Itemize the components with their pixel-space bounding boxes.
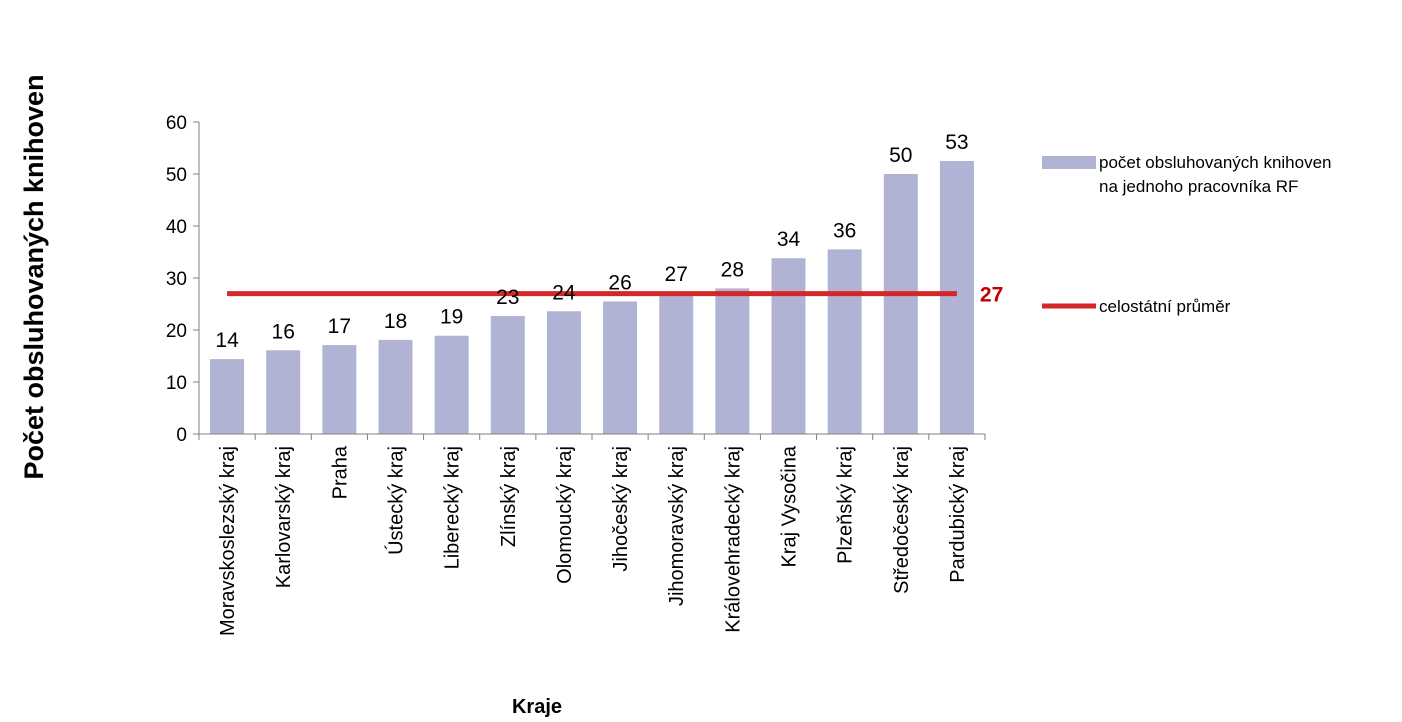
bar xyxy=(266,350,301,434)
y-tick-label: 20 xyxy=(166,321,187,342)
bar-data-label: 23 xyxy=(496,286,519,309)
x-tick-label: Pardubický kraj xyxy=(947,446,969,583)
x-tick-label: Moravskoslezský kraj xyxy=(217,446,239,636)
x-tick-label: Jihočeský kraj xyxy=(610,446,632,572)
bar xyxy=(434,335,469,434)
x-tick-label: Praha xyxy=(329,445,351,499)
bars xyxy=(210,161,974,434)
bar xyxy=(378,339,413,434)
bar-data-label: 16 xyxy=(272,320,295,343)
bar-data-label: 28 xyxy=(721,258,744,281)
x-tick-label: Olomoucký kraj xyxy=(554,446,576,584)
legend-bar-label-line2: na jednoho pracovníka RF xyxy=(1099,177,1298,196)
bar xyxy=(603,301,638,434)
bar xyxy=(715,288,750,434)
legend: počet obsluhovaných knihoven na jednoho … xyxy=(1042,153,1336,316)
bar xyxy=(490,315,525,434)
bar xyxy=(546,311,581,434)
average-line-group: 27 xyxy=(227,284,1003,307)
bar xyxy=(771,258,806,434)
bar-data-label: 34 xyxy=(777,228,801,251)
bar-data-label: 50 xyxy=(889,144,912,167)
y-tick-label: 10 xyxy=(166,373,187,394)
bar-data-label: 26 xyxy=(608,271,631,294)
y-axis: 0 10 20 30 40 50 60 xyxy=(166,113,200,446)
bar xyxy=(939,161,974,434)
x-tick-label: Středočeský kraj xyxy=(891,446,913,594)
data-labels: 14 16 17 18 19 23 24 26 27 28 34 36 50 53 xyxy=(215,131,968,352)
x-tick-label: Plzeňský kraj xyxy=(835,446,857,564)
bar xyxy=(827,249,862,434)
y-tick-label: 50 xyxy=(166,165,187,186)
bar xyxy=(210,359,245,434)
y-tick-label: 30 xyxy=(166,269,187,290)
y-axis-title: Počet obsluhovaných knihoven xyxy=(19,74,49,479)
legend-line-label: celostátní průměr xyxy=(1099,297,1231,316)
x-tick-label: Karlovarský kraj xyxy=(273,446,295,588)
bar xyxy=(659,293,694,434)
legend-bar-label-line1: počet obsluhovaných knihoven xyxy=(1099,153,1332,172)
x-tick-label: Kraj Vysočina xyxy=(779,445,801,567)
y-tick-label: 40 xyxy=(166,217,187,238)
bar xyxy=(883,174,918,434)
x-axis: Moravskoslezský kraj Karlovarský kraj Prah… xyxy=(198,433,986,636)
x-axis-title: Kraje xyxy=(512,696,562,718)
y-tick-label: 60 xyxy=(166,113,187,134)
x-tick-label: Jihomoravský kraj xyxy=(666,446,688,606)
bar-data-label: 17 xyxy=(328,315,351,338)
x-tick-label: Zlínský kraj xyxy=(498,446,520,547)
legend-bar-label: počet obsluhovaných knihoven na jednoho … xyxy=(1099,153,1336,196)
y-tick-label: 0 xyxy=(176,425,187,446)
bar-data-label: 36 xyxy=(833,219,856,242)
x-tick-label: Ústecký kraj xyxy=(385,446,408,555)
bar-data-label: 53 xyxy=(945,131,968,154)
x-tick-label: Královehradecký kraj xyxy=(722,446,744,633)
bar xyxy=(322,345,357,434)
bar-data-label: 27 xyxy=(665,263,688,286)
bar-data-label: 18 xyxy=(384,310,407,333)
x-tick-label: Liberecký kraj xyxy=(442,446,464,569)
average-value-label: 27 xyxy=(980,284,1003,307)
bar-data-label: 14 xyxy=(215,329,239,352)
bar-data-label: 19 xyxy=(440,306,463,329)
legend-bar-swatch xyxy=(1042,156,1096,169)
bar-data-label: 24 xyxy=(552,281,576,304)
